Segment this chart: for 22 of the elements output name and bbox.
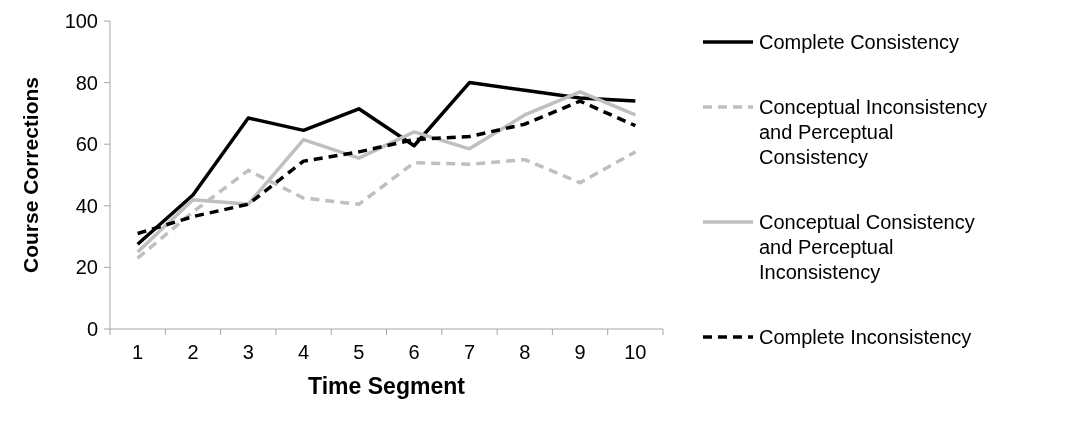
y-tick-label: 100 bbox=[64, 10, 98, 32]
legend-label: Conceptual Consistency and Perceptual Inconsistency bbox=[759, 211, 975, 283]
x-tick-label: 8 bbox=[519, 341, 531, 363]
y-tick-label: 20 bbox=[75, 256, 98, 279]
x-axis-title: Time Segment bbox=[308, 373, 466, 399]
x-tick-label: 7 bbox=[463, 341, 476, 363]
legend-label: Complete Inconsistency bbox=[759, 326, 972, 348]
y-tick-label: 0 bbox=[86, 318, 98, 340]
x-tick-label: 6 bbox=[408, 341, 420, 363]
y-tick-label: 40 bbox=[75, 194, 98, 217]
y-tick-label: 60 bbox=[75, 133, 98, 156]
legend-label: Conceptual Inconsistency and Perceptual Consistency bbox=[759, 96, 987, 168]
x-tick-label: 3 bbox=[242, 341, 254, 363]
y-axis-title: Course Corrections bbox=[19, 76, 42, 274]
x-tick-label: 4 bbox=[297, 341, 310, 363]
x-tick-label: 2 bbox=[187, 341, 199, 363]
x-tick-label: 1 bbox=[132, 341, 144, 363]
x-tick-label: 10 bbox=[624, 341, 647, 363]
legend-label: Complete Consistency bbox=[759, 31, 960, 53]
x-tick-label: 5 bbox=[353, 341, 365, 363]
y-tick-label: 80 bbox=[75, 71, 98, 94]
x-tick-label: 9 bbox=[574, 341, 586, 363]
